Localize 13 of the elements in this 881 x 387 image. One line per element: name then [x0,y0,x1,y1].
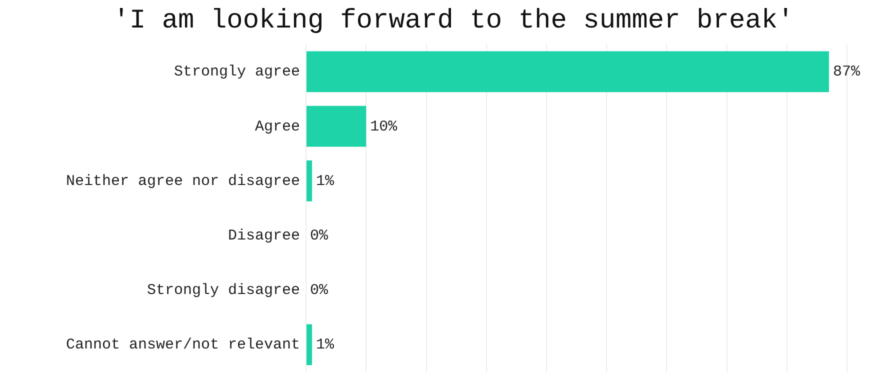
y-tick-label: Disagree [228,227,300,244]
data-label: 0% [310,282,330,300]
y-tick-label: Strongly disagree [147,282,300,300]
data-label: 1% [316,172,336,190]
data-label: 0% [310,227,330,244]
chart-title: 'I am looking forward to the summer break' [113,6,794,36]
data-label: 10% [370,118,398,136]
data-label: 87% [832,64,861,81]
y-tick-label: Cannot answer/not relevant [66,336,300,354]
y-tick-label: Agree [255,118,300,136]
data-label: 1% [316,336,336,354]
y-tick-label: Strongly agree [174,64,300,81]
y-tick-label: Neither agree nor disagree [66,172,300,190]
